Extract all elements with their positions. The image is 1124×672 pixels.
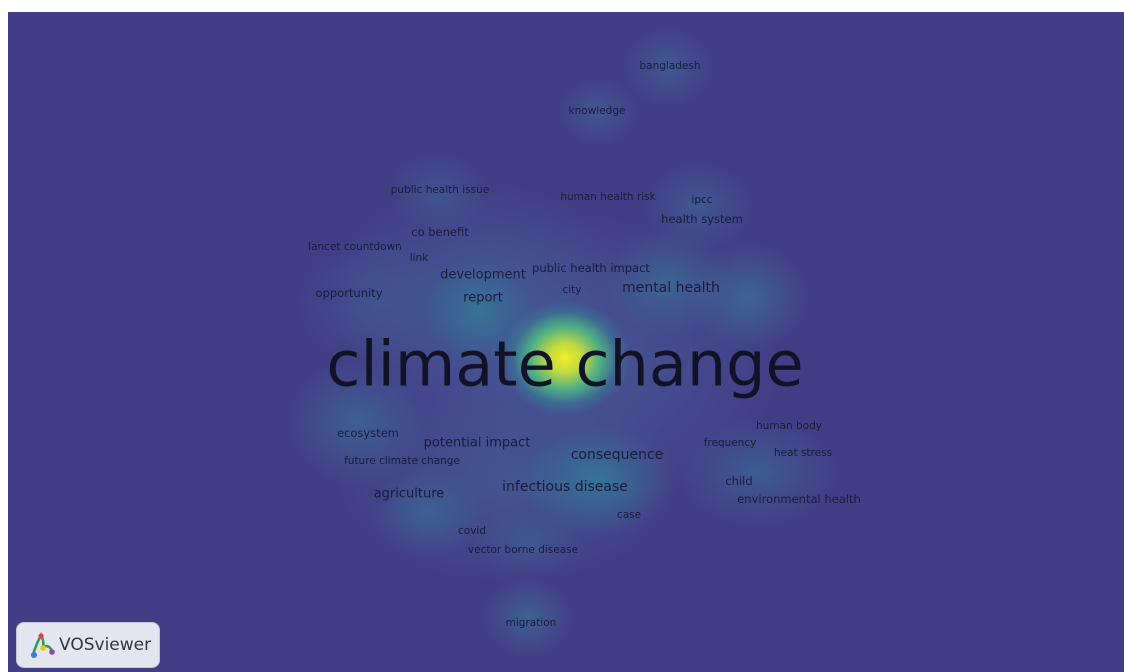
term-infectious-disease[interactable]: infectious disease bbox=[502, 479, 628, 495]
term-city[interactable]: city bbox=[562, 284, 582, 296]
term-future-climate-change[interactable]: future climate change bbox=[344, 455, 460, 467]
term-public-health-issue[interactable]: public health issue bbox=[390, 184, 490, 196]
term-public-health-impact[interactable]: public health impact bbox=[532, 261, 650, 275]
term-consequence[interactable]: consequence bbox=[570, 447, 664, 463]
term-environmental-health[interactable]: environmental health bbox=[737, 492, 861, 506]
term-mental-health[interactable]: mental health bbox=[622, 280, 720, 296]
term-migration[interactable]: migration bbox=[505, 617, 557, 629]
term-vector-borne-disease[interactable]: vector borne disease bbox=[467, 544, 579, 556]
vosviewer-logo-icon bbox=[31, 632, 55, 658]
term-knowledge[interactable]: knowledge bbox=[568, 105, 626, 117]
term-opportunity[interactable]: opportunity bbox=[315, 286, 383, 300]
term-child[interactable]: child bbox=[725, 474, 753, 488]
term-human-health-risk[interactable]: human health risk bbox=[560, 191, 656, 203]
term-health-system[interactable]: health system bbox=[661, 212, 743, 226]
term-ipcc[interactable]: ipcc bbox=[691, 194, 713, 206]
term-lancet-countdown[interactable]: lancet countdown bbox=[308, 241, 402, 253]
density-map[interactable]: climate change bangladesh knowledge publ… bbox=[8, 12, 1124, 672]
term-agriculture[interactable]: agriculture bbox=[373, 486, 445, 502]
term-case[interactable]: case bbox=[616, 509, 642, 521]
vosviewer-logo: VOSviewer bbox=[16, 622, 160, 668]
term-potential-impact[interactable]: potential impact bbox=[423, 435, 531, 451]
term-heat-stress[interactable]: heat stress bbox=[773, 447, 833, 459]
term-climate-change[interactable]: climate change bbox=[326, 327, 804, 401]
term-ecosystem[interactable]: ecosystem bbox=[336, 426, 400, 440]
density-blob bbox=[373, 467, 483, 557]
term-link[interactable]: link bbox=[409, 252, 429, 264]
density-blob bbox=[473, 507, 583, 577]
term-development[interactable]: development bbox=[440, 267, 526, 283]
density-blob bbox=[643, 162, 753, 252]
term-co-benefit[interactable]: co benefit bbox=[411, 225, 469, 239]
term-covid[interactable]: covid bbox=[458, 525, 486, 537]
term-frequency[interactable]: frequency bbox=[703, 437, 757, 449]
term-report[interactable]: report bbox=[463, 290, 503, 306]
term-human-body[interactable]: human body bbox=[756, 420, 822, 432]
density-blob bbox=[678, 417, 838, 527]
vosviewer-logo-text: VOSviewer bbox=[59, 635, 152, 655]
term-bangladesh[interactable]: bangladesh bbox=[639, 60, 701, 72]
